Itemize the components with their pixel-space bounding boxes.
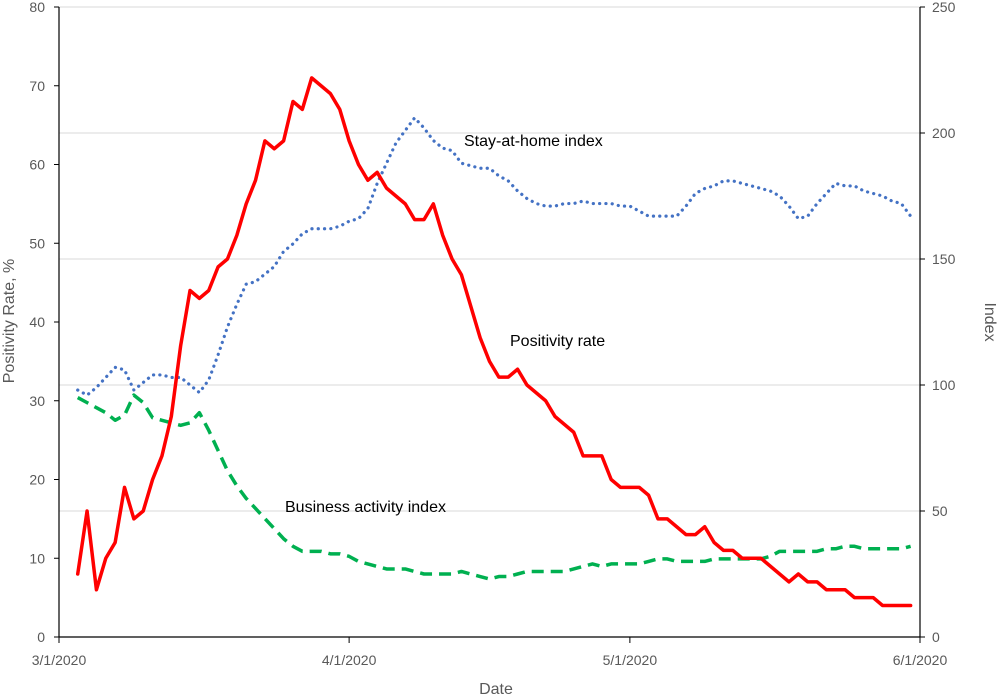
tick-labels: 0 10 20 30 40 50 60 70 80 0 50 100 150 200 250 3/1/2020… [29, 0, 955, 668]
left-axis-title: Positivity Rate, % [1, 259, 18, 383]
series-line-stay-at-home [76, 116, 913, 397]
annotation-positivity-rate: Positivity rate [510, 333, 605, 350]
annotation-business-activity: Business activity index [285, 499, 446, 516]
x-tick-label: 3/1/2020 [32, 652, 87, 668]
x-tick-label: 4/1/2020 [322, 652, 377, 668]
right-tick-label: 200 [932, 125, 956, 141]
axes [54, 6, 925, 643]
left-tick-label: 40 [29, 314, 45, 330]
annotation-stay-at-home: Stay-at-home index [464, 133, 603, 150]
series-layer [75, 76, 913, 608]
left-tick-label: 10 [29, 550, 45, 566]
left-tick-label: 30 [29, 393, 45, 409]
series-line-positivity [75, 76, 913, 608]
left-tick-label: 70 [29, 78, 45, 94]
left-tick-label: 0 [37, 629, 45, 645]
x-tick-label: 5/1/2020 [603, 652, 658, 668]
right-axis-title: Index [981, 302, 998, 341]
left-tick-label: 80 [29, 0, 45, 15]
right-tick-label: 0 [932, 629, 940, 645]
right-tick-label: 50 [932, 503, 948, 519]
right-tick-label: 250 [932, 0, 956, 15]
left-tick-label: 20 [29, 472, 45, 488]
right-tick-label: 100 [932, 377, 956, 393]
gridlines [59, 6, 920, 512]
x-axis-title: Date [479, 681, 513, 698]
x-tick-label: 6/1/2020 [893, 652, 948, 668]
left-tick-label: 50 [29, 235, 45, 251]
left-tick-label: 60 [29, 157, 45, 173]
series-line-business [76, 393, 912, 581]
right-tick-label: 150 [932, 251, 956, 267]
